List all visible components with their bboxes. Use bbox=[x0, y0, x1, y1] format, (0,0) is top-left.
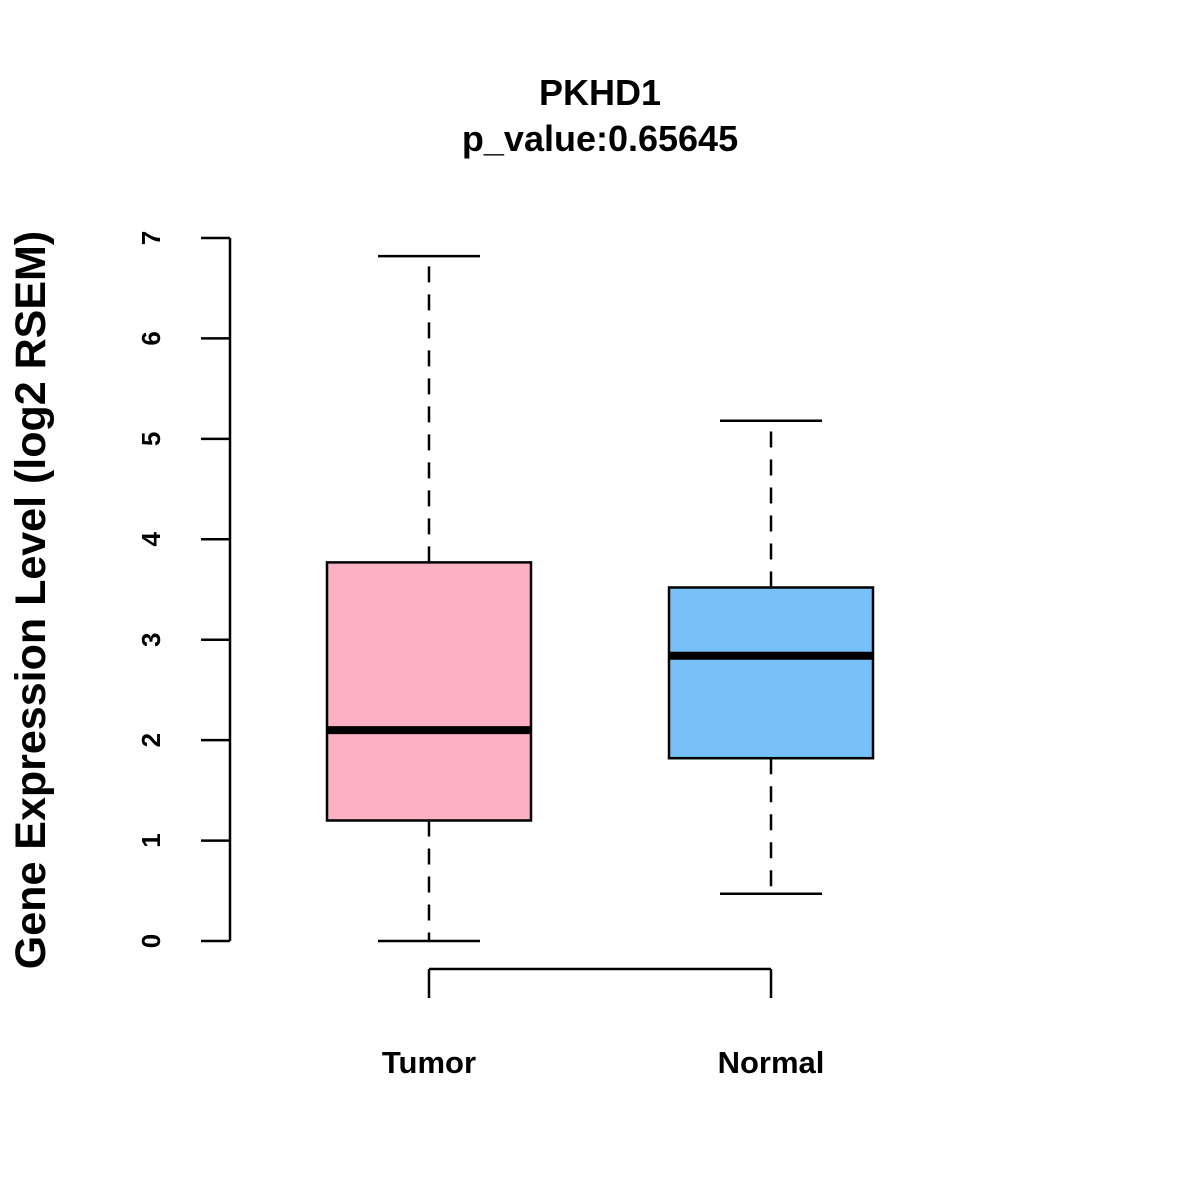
box-tumor bbox=[325, 254, 533, 943]
box-normal bbox=[667, 419, 875, 896]
y-axis-label: Gene Expression Level (log2 RSEM) bbox=[7, 231, 55, 969]
x-tick-label: Tumor bbox=[382, 1045, 476, 1080]
y-tick-label: 1 bbox=[136, 833, 166, 847]
y-tick-label: 5 bbox=[136, 432, 166, 446]
y-tick-label: 3 bbox=[136, 632, 166, 646]
y-tick-label: 6 bbox=[136, 331, 166, 345]
chart-title: PKHD1 bbox=[539, 72, 661, 113]
y-tick-label: 7 bbox=[136, 231, 166, 245]
y-tick-label: 2 bbox=[136, 733, 166, 747]
y-tick-label: 4 bbox=[136, 532, 166, 547]
y-tick-label: 0 bbox=[136, 934, 166, 948]
x-axis: Tumor Normal bbox=[382, 967, 825, 1080]
iqr-box bbox=[325, 561, 533, 822]
x-tick-label: Normal bbox=[718, 1045, 825, 1080]
chart-subtitle: p_value:0.65645 bbox=[462, 118, 738, 159]
y-axis: 0 1 2 3 4 5 6 7 bbox=[136, 231, 232, 948]
iqr-box bbox=[667, 586, 875, 760]
boxes-group bbox=[325, 254, 875, 943]
